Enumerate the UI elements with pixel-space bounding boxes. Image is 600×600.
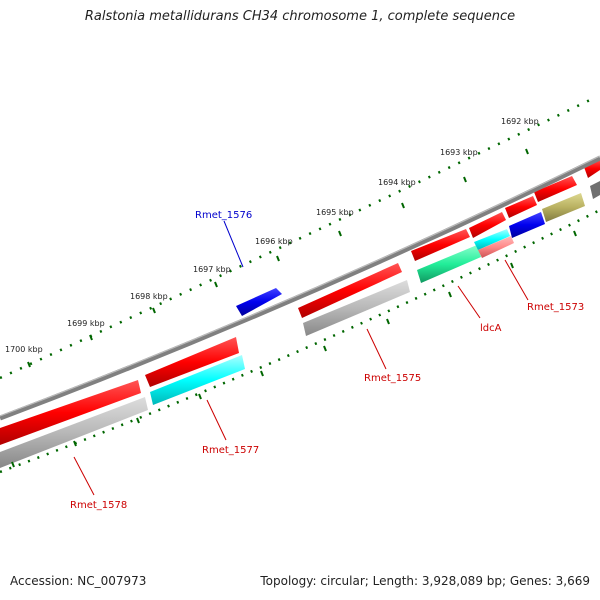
kbp-label-1697: 1697 kbp xyxy=(193,265,231,274)
kbp-label-1698: 1698 kbp xyxy=(130,292,168,301)
chromosome-backbone-highlight xyxy=(0,155,600,417)
inner-ruler-dots xyxy=(0,208,600,474)
gene-forward-8-arrow[interactable] xyxy=(584,159,600,178)
chromosome-backbone xyxy=(0,155,600,421)
genome-stats-text: Topology: circular; Length: 3,928,089 bp… xyxy=(260,574,590,588)
bar-pink-small xyxy=(478,236,514,258)
bar-ldca xyxy=(417,245,481,283)
gene-label-rmet-1576[interactable]: Rmet_1576 xyxy=(195,210,252,221)
kbp-label-1696: 1696 kbp xyxy=(255,237,293,246)
outer-ruler-dots xyxy=(0,98,591,380)
feature-bars xyxy=(0,181,600,468)
kbp-label-1700: 1700 kbp xyxy=(5,345,43,354)
kbp-label-1692: 1692 kbp xyxy=(501,117,539,126)
kbp-label-1695: 1695 kbp xyxy=(316,208,354,217)
gene-label-rmet-1573[interactable]: Rmet_1573 xyxy=(527,302,584,313)
label-leaders xyxy=(73,220,529,496)
gene-label-ldca[interactable]: ldcA xyxy=(480,323,502,334)
bar-rmet-1577 xyxy=(150,355,245,405)
bar-blue xyxy=(509,212,545,238)
gene-rmet-1577-arrow[interactable] xyxy=(145,337,239,387)
gene-label-rmet-1578[interactable]: Rmet_1578 xyxy=(70,500,127,511)
gene-rmet-1578-arrow[interactable] xyxy=(0,380,141,445)
gene-ldca-arrow[interactable] xyxy=(411,229,470,261)
bar-cyan-small xyxy=(474,229,510,250)
kbp-label-1693: 1693 kbp xyxy=(440,148,478,157)
gene-forward-5-arrow[interactable] xyxy=(469,212,506,238)
map-title: Ralstonia metallidurans CH34 chromosome … xyxy=(84,9,516,24)
gene-forward-6-arrow[interactable] xyxy=(505,196,537,218)
bar-olive xyxy=(542,193,585,222)
gene-label-rmet-1575[interactable]: Rmet_1575 xyxy=(364,373,421,384)
inner-major-ticks xyxy=(11,230,577,468)
forward-genes xyxy=(0,159,600,445)
bar-grey-edge xyxy=(590,181,600,199)
bar-rmet-1575 xyxy=(303,280,410,336)
bar-rmet-1578 xyxy=(0,397,148,468)
gene-rmet-1575-arrow[interactable] xyxy=(298,263,402,318)
gene-label-rmet-1577[interactable]: Rmet_1577 xyxy=(202,445,259,456)
outer-major-ticks xyxy=(27,148,529,368)
kbp-label-1699: 1699 kbp xyxy=(67,319,105,328)
accession-text: Accession: NC_007973 xyxy=(10,574,147,588)
kbp-label-1694: 1694 kbp xyxy=(378,178,416,187)
gene-rmet-1576-arrow[interactable] xyxy=(236,288,282,316)
gene-forward-7-arrow[interactable] xyxy=(534,176,577,202)
